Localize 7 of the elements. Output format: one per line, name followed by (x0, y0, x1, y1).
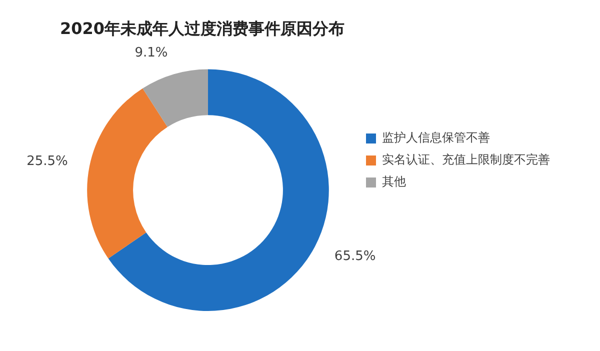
data-label: 65.5% (334, 249, 376, 264)
legend-label: 实名认证、充值上限制度不完善 (382, 152, 550, 167)
data-label: 9.1% (134, 45, 168, 60)
legend-label: 监护人信息保管不善 (382, 130, 490, 145)
data-label: 25.5% (26, 154, 68, 170)
chart-title: 2020年未成年人过度消费事件原因分布 (60, 18, 345, 38)
legend-label: 其他 (382, 174, 406, 189)
